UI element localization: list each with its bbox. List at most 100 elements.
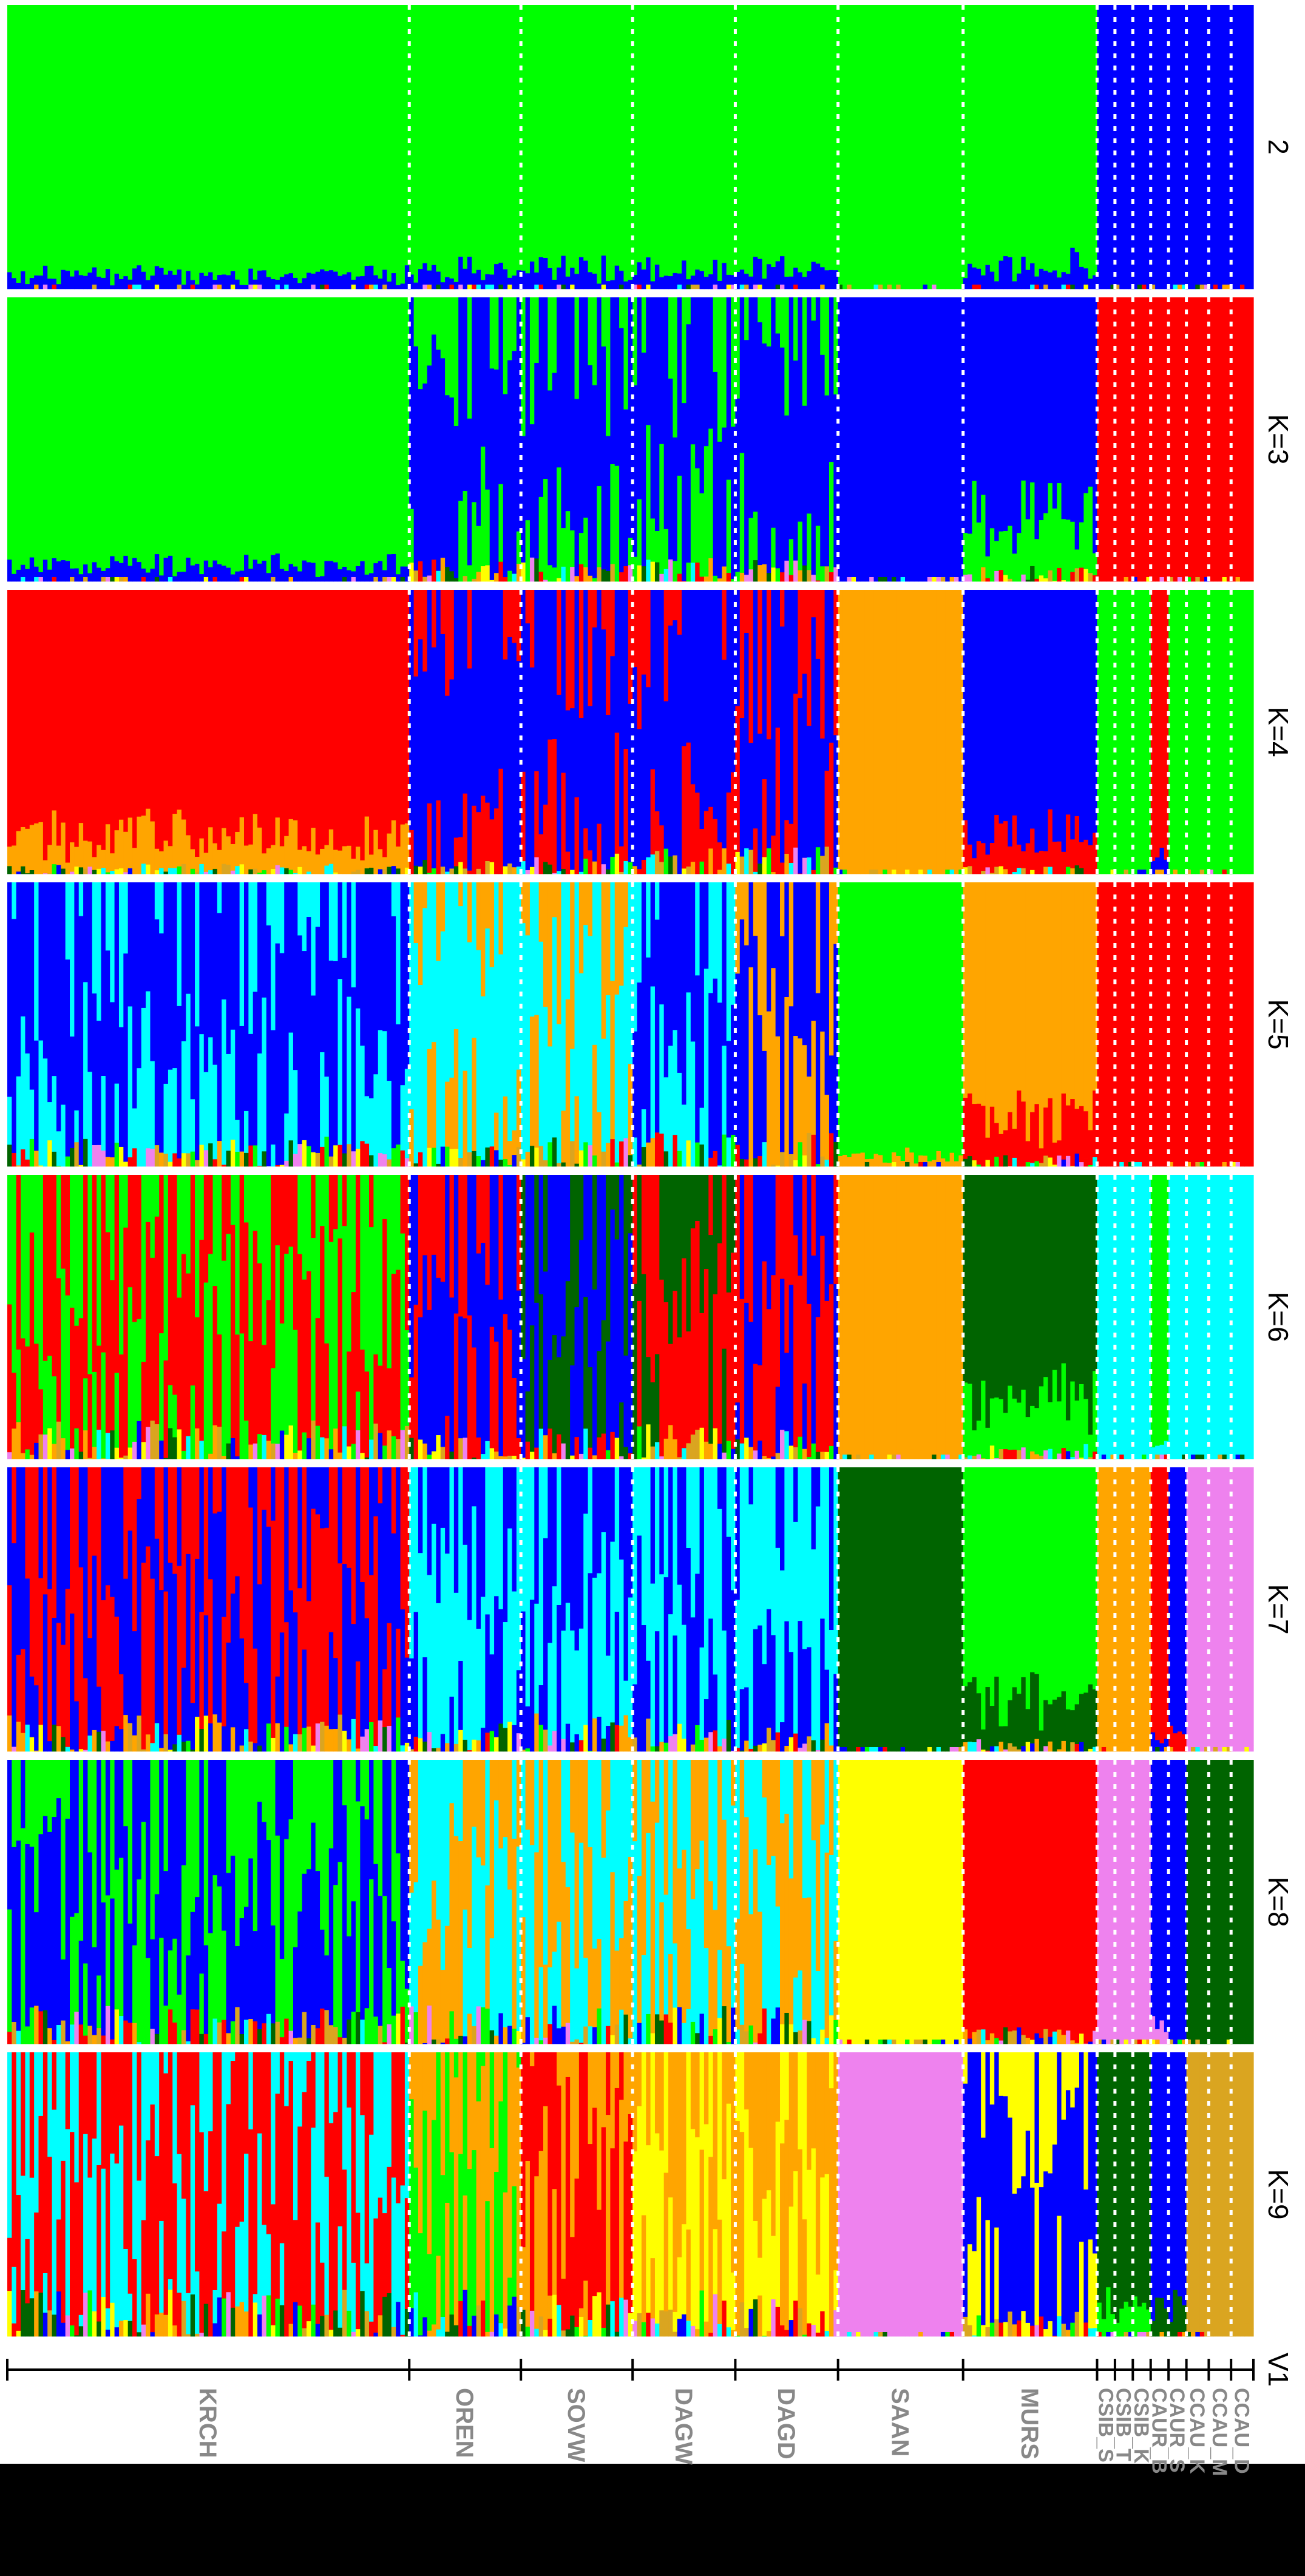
admixture-segment — [1097, 882, 1102, 1167]
admixture-segment — [521, 271, 526, 285]
admixture-segment — [668, 1760, 674, 1955]
admixture-segment — [1025, 519, 1031, 580]
admixture-segment — [284, 1113, 290, 1161]
admixture-segment — [811, 297, 816, 321]
admixture-segment — [673, 272, 678, 285]
admixture-segment — [1034, 873, 1040, 874]
admixture-segment — [856, 297, 861, 576]
admixture-segment — [623, 860, 629, 874]
admixture-segment — [212, 1467, 218, 1514]
admixture-segment — [574, 576, 580, 582]
admixture-segment — [400, 1150, 405, 1167]
admixture-segment — [632, 5, 638, 276]
admixture-segment — [436, 882, 441, 961]
admixture-segment — [418, 882, 423, 985]
admixture-segment — [722, 263, 727, 289]
admixture-segment — [498, 1848, 504, 2013]
admixture-segment — [637, 869, 642, 874]
admixture-segment — [529, 557, 535, 582]
admixture-segment — [829, 5, 834, 271]
admixture-segment — [512, 1378, 517, 1456]
admixture-segment — [432, 1748, 437, 1752]
admixture-segment — [748, 1175, 754, 1322]
admixture-segment — [512, 1455, 517, 1459]
admixture-segment — [271, 284, 276, 289]
admixture-segment — [811, 590, 816, 618]
admixture-segment — [391, 820, 396, 867]
admixture-segment — [114, 273, 120, 289]
admixture-segment — [355, 1430, 361, 1459]
admixture-segment — [735, 5, 741, 272]
admixture-segment — [141, 1822, 146, 2007]
admixture-segment — [820, 354, 825, 567]
admixture-segment — [97, 276, 102, 289]
admixture-segment — [713, 1910, 718, 2030]
admixture-segment — [288, 1467, 294, 1591]
admixture-segment — [601, 629, 606, 865]
admixture-segment — [753, 1450, 758, 1459]
admixture-segment — [588, 706, 593, 851]
admixture-segment — [1034, 539, 1040, 580]
admixture-segment — [373, 1354, 379, 1424]
admixture-segment — [244, 555, 249, 578]
admixture-segment — [1106, 882, 1111, 1167]
admixture-segment — [838, 866, 843, 870]
admixture-segment — [400, 566, 405, 578]
admixture-segment — [284, 284, 290, 289]
admixture-segment — [177, 284, 182, 289]
admixture-segment — [453, 426, 459, 578]
admixture-segment — [703, 1760, 709, 1949]
admixture-segment — [1065, 867, 1071, 874]
admixture-segment — [847, 576, 852, 582]
admixture-segment — [1061, 851, 1066, 872]
admixture-segment — [159, 1938, 164, 2012]
admixture-segment — [369, 297, 374, 573]
admixture-segment — [373, 864, 379, 874]
admixture-segment — [378, 1433, 383, 1459]
admixture-segment — [958, 5, 964, 249]
admixture-segment — [1114, 297, 1120, 582]
admixture-segment — [552, 5, 557, 280]
admixture-segment — [110, 882, 115, 1002]
admixture-segment — [498, 1456, 504, 1459]
admixture-segment — [623, 1447, 629, 1459]
admixture-segment — [588, 1367, 593, 1449]
admixture-segment — [561, 1631, 566, 1739]
admixture-segment — [257, 563, 263, 582]
admixture-segment — [364, 1467, 370, 1618]
admixture-segment — [583, 590, 589, 829]
admixture-segment — [1249, 882, 1254, 1167]
admixture-segment — [190, 1912, 195, 2010]
admixture-segment — [409, 1377, 415, 1438]
admixture-segment — [168, 1385, 173, 1428]
admixture-segment — [29, 2007, 35, 2044]
admixture-segment — [713, 260, 718, 285]
admixture-segment — [1168, 1746, 1174, 1752]
admixture-segment — [396, 1467, 401, 1629]
admixture-segment — [829, 1467, 834, 1631]
admixture-segment — [83, 590, 89, 841]
admixture-segment — [1061, 297, 1066, 519]
admixture-segment — [1239, 1452, 1245, 1455]
admixture-segment — [1137, 5, 1142, 285]
admixture-segment — [208, 272, 214, 289]
admixture-segment — [529, 424, 535, 558]
admixture-segment — [78, 5, 84, 276]
admixture-segment — [1226, 1453, 1232, 1459]
admixture-segment — [623, 1355, 629, 1447]
admixture-segment — [534, 272, 540, 285]
admixture-segment — [972, 858, 977, 873]
admixture-segment — [606, 1467, 611, 1656]
admixture-segment — [1150, 1175, 1156, 1448]
admixture-segment — [780, 1467, 785, 1571]
admixture-segment — [998, 1134, 1004, 1162]
admixture-segment — [641, 859, 646, 874]
admixture-segment — [748, 1504, 754, 1749]
admixture-segment — [217, 882, 222, 914]
admixture-segment — [945, 1449, 951, 1455]
admixture-segment — [1142, 869, 1147, 874]
admixture-segment — [432, 2039, 437, 2044]
admixture-segment — [65, 1589, 70, 1748]
admixture-segment — [83, 982, 89, 1140]
admixture-segment — [583, 1175, 589, 1297]
